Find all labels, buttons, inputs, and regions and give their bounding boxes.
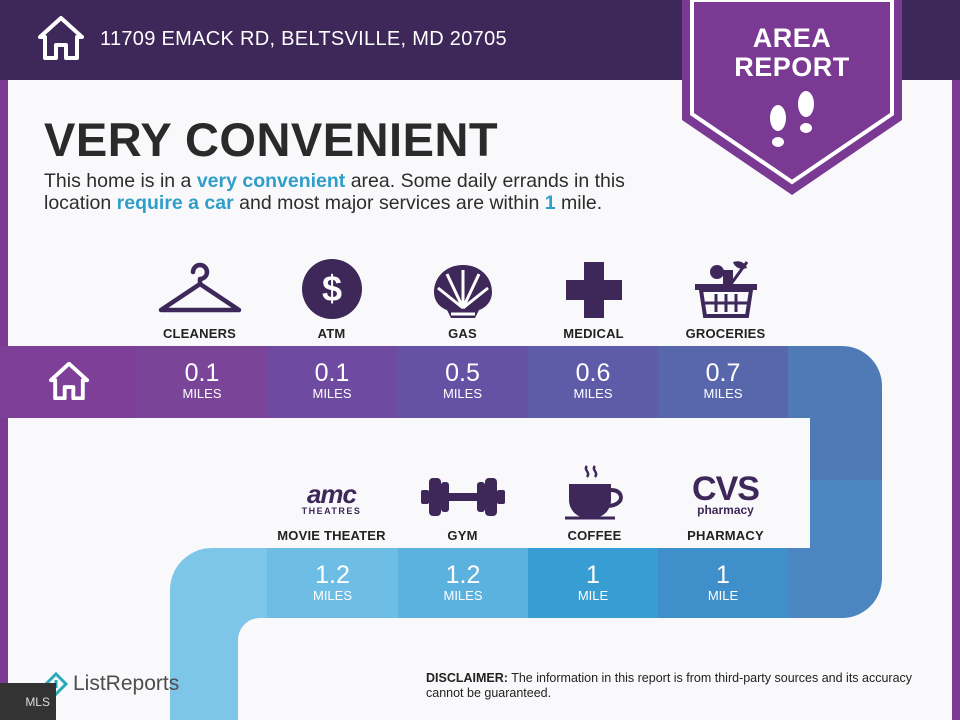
convenience-description: This home is in a very convenient area. … [44,170,625,214]
home-icon [38,16,84,60]
distance-medical: 0.6 MILES [573,359,613,401]
distance-pharmacy: 1 MILE [707,561,739,603]
service-gym: GYM [397,454,528,543]
right-border [952,0,960,720]
distance-groceries: 0.7 MILES [703,359,743,401]
home-start-icon [48,362,90,400]
shell-icon [433,265,492,318]
disclaimer: DISCLAIMER: The information in this repo… [426,671,913,700]
listreports-mark-icon [44,672,68,696]
footprints-icon [770,91,814,147]
medical-cross-icon [565,262,622,318]
coffee-cup-icon [564,465,623,520]
badge-title: AREA REPORT [734,23,850,82]
area-report-badge [682,0,902,195]
listreports-logo: ListReports [44,672,179,696]
service-cleaners: CLEANERS [134,252,265,341]
convenience-rating: VERY CONVENIENT [44,113,499,166]
service-coffee: COFFEE [529,454,660,543]
service-movie-theater: amc THEATRES MOVIE THEATER [277,479,386,543]
path-segment-home [0,346,137,418]
service-pharmacy: CVS pharmacy PHARMACY [687,470,764,543]
hanger-icon [158,262,241,313]
distance-coffee: 1 MILE [577,561,609,603]
svg-text:$: $ [321,268,341,309]
distance-cleaners: 0.1 MILES [182,359,222,401]
service-medical: MEDICAL [528,252,659,341]
mls-watermark: MLS [0,683,56,720]
service-groceries: GROCERIES [660,252,791,341]
service-gas: GAS [397,252,528,341]
distance-gas: 0.5 MILES [442,359,482,401]
grocery-basket-icon [694,261,757,318]
distance-movie-theater: 1.2 MILES [312,561,352,603]
distance-atm: 0.1 MILES [312,359,352,401]
property-address: 11709 EMACK RD, BELTSVILLE, MD 20705 [100,28,507,50]
dumbbell-icon [420,478,505,516]
dollar-icon: $ [301,259,362,319]
distance-gym: 1.2 MILES [443,561,483,603]
cvs-pharmacy-logo: CVS pharmacy [692,470,760,517]
amc-theatres-logo: amc THEATRES [301,479,362,516]
service-atm: $ ATM [266,252,397,341]
